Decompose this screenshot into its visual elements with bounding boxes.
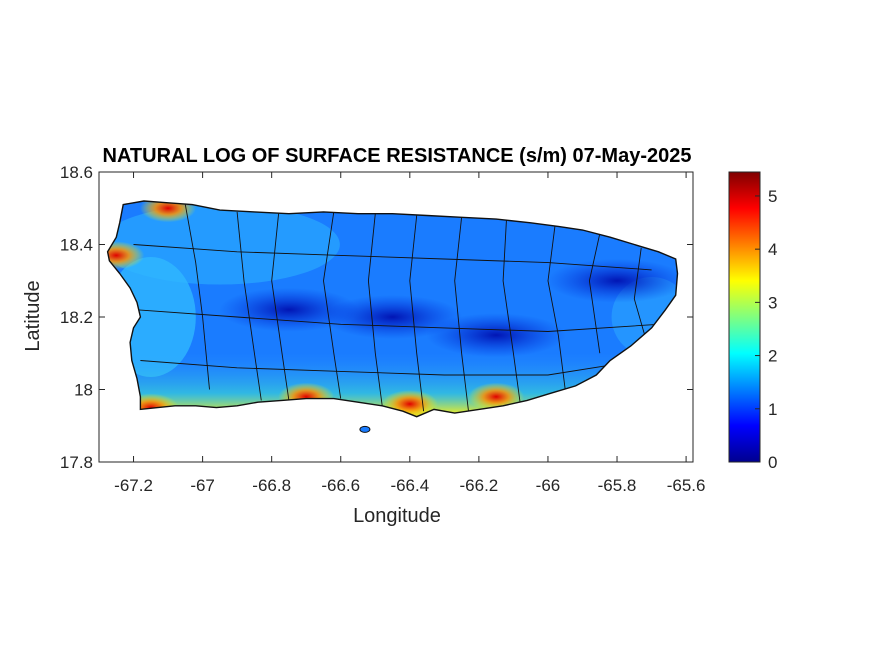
- municipality-boundary: [136, 309, 659, 332]
- x-tick-label: -67.2: [114, 476, 153, 495]
- municipality-boundary: [140, 360, 618, 376]
- low-resistance-core: [547, 258, 678, 303]
- low-resistance-core: [426, 313, 567, 358]
- colorbar-tick-label: 3: [768, 293, 777, 312]
- chart-title: NATURAL LOG OF SURFACE RESISTANCE (s/m) …: [103, 145, 692, 167]
- high-resistance-spot: [107, 241, 145, 270]
- municipality-boundary: [588, 233, 601, 354]
- municipality-boundary: [236, 211, 262, 401]
- offshore-islet: [359, 425, 371, 433]
- municipality-boundary: [454, 217, 469, 412]
- x-tick-label: -66.6: [321, 476, 360, 495]
- colorbar: 0 1 2 3 4 5: [728, 171, 777, 472]
- municipality-boundary: [367, 213, 383, 406]
- municipality-boundaries: [106, 200, 679, 433]
- y-tick-label: 18.4: [60, 236, 93, 255]
- x-axis-label: Longitude: [353, 505, 441, 527]
- x-tick-label: -66: [536, 476, 561, 495]
- municipality-boundary: [633, 248, 646, 336]
- y-tick-label: 18: [74, 381, 93, 400]
- x-tick-label: -65.6: [667, 476, 706, 495]
- coastline: [106, 200, 679, 418]
- colorbar-ticks: 0 1 2 3 4 5: [755, 187, 777, 472]
- x-axis: -67.2 -67 -66.8 -66.6 -66.4 -66.2 -66 -65.8 -65.…: [114, 172, 705, 495]
- y-tick-label: 18.6: [60, 163, 93, 182]
- municipality-boundary: [133, 244, 652, 271]
- y-axis: 17.8 18 18.2 18.4 18.6: [60, 163, 693, 472]
- y-tick-label: 18.2: [60, 308, 93, 327]
- colorbar-tick-label: 5: [768, 187, 777, 206]
- municipality-boundary: [271, 213, 290, 401]
- colorbar-tick-label: 4: [768, 240, 777, 259]
- municipality-boundary: [323, 211, 342, 399]
- plot-area: -67.2 -67 -66.8 -66.6 -66.4 -66.2 -66 -65.8 -65.…: [60, 163, 706, 495]
- municipality-boundary: [547, 226, 566, 390]
- municipality-boundary: [409, 215, 425, 412]
- y-axis-label: Latitude: [22, 280, 44, 351]
- x-tick-label: -67: [190, 476, 215, 495]
- x-tick-label: -66.4: [390, 476, 429, 495]
- x-tick-label: -65.8: [598, 476, 637, 495]
- colorbar-tick-label: 0: [768, 453, 777, 472]
- low-resistance-core: [218, 287, 359, 332]
- x-tick-label: -66.8: [252, 476, 291, 495]
- municipality-boundary: [502, 219, 521, 405]
- municipality-boundary: [184, 204, 210, 390]
- colorbar-tick-label: 1: [768, 400, 777, 419]
- y-tick-label: 17.8: [60, 453, 93, 472]
- colorbar-gradient: [728, 171, 761, 463]
- x-tick-label: -66.2: [460, 476, 499, 495]
- colorbar-tick-label: 2: [768, 347, 777, 366]
